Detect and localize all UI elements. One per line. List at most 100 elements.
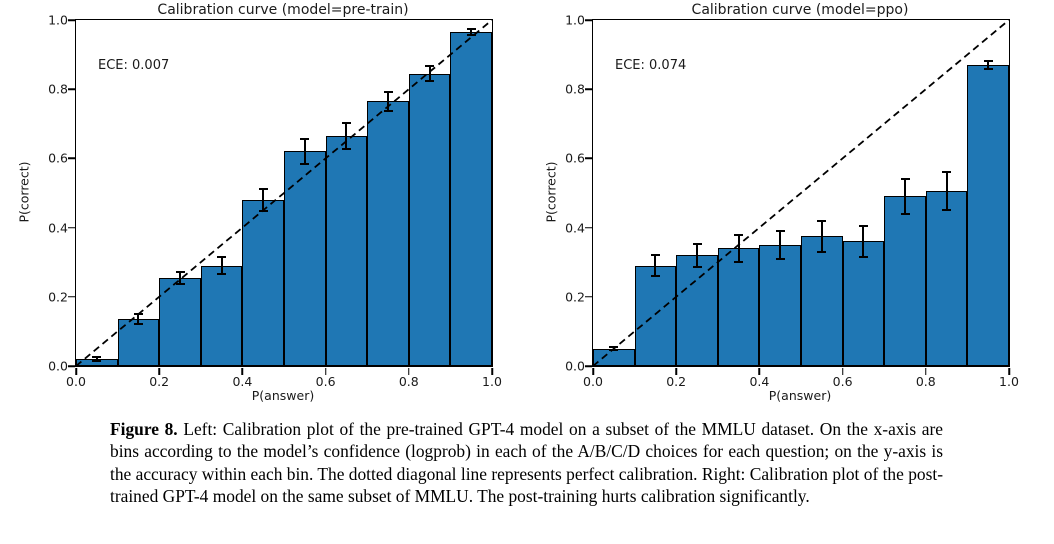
y-tick-label: 0.6 — [48, 150, 68, 166]
y-tick-mark — [584, 88, 592, 90]
caption-label: Figure 8. — [110, 419, 178, 439]
x-tick-mark — [758, 367, 761, 375]
x-tick-mark — [408, 367, 410, 375]
y-tick-mark — [67, 226, 75, 229]
caption-text: Left: Calibration plot of the pre-traine… — [110, 419, 943, 507]
histogram-bar — [117, 319, 160, 366]
x-tick-label: 0.0 — [66, 374, 86, 389]
error-bar-cap-top — [217, 256, 227, 259]
error-bar-cap-top — [942, 171, 952, 174]
plot-area: ECE: 0.074 0.0 0.2 0.4 0.6 0.8 1.0 0.0 0.2 0.4 0.… — [565, 13, 1019, 390]
x-tick-label: 0.4 — [749, 374, 770, 389]
x-axis-label: P(answer) — [768, 388, 832, 403]
y-tick-label: 0.6 — [565, 150, 585, 166]
y-tick-mark — [67, 365, 75, 367]
histogram-bar — [284, 151, 326, 366]
y-tick-mark — [67, 296, 75, 298]
error-bar-cap-bottom — [983, 68, 993, 71]
x-tick-mark — [925, 367, 927, 375]
error-bar-cap-bottom — [466, 33, 476, 36]
y-tick-mark — [584, 365, 592, 367]
error-bar-cap-top — [609, 346, 619, 349]
error-bar-cap-top — [692, 242, 702, 245]
error-bar — [696, 243, 698, 267]
error-bar — [262, 188, 265, 211]
error-bar-cap-bottom — [133, 323, 143, 326]
y-tick-mark — [67, 19, 75, 21]
error-bar-cap-bottom — [817, 250, 827, 253]
y-tick-label: 1.0 — [48, 12, 68, 28]
y-tick-mark — [67, 157, 75, 160]
chart-title: Calibration curve (model=pre-train) — [157, 2, 409, 18]
y-tick-label: 0.4 — [48, 220, 68, 236]
figure-caption: Figure 8. Left: Calibration plot of the … — [110, 418, 943, 508]
y-axis-label: P(correct) — [543, 161, 559, 223]
x-tick-label: 0.2 — [666, 374, 687, 389]
histogram-bar — [450, 32, 492, 366]
error-bar-cap-bottom — [300, 162, 310, 165]
error-bar-cap-top — [466, 28, 476, 31]
x-axis-label: P(answer) — [251, 388, 315, 403]
x-tick-label: 1.0 — [999, 374, 1019, 389]
y-tick-mark — [584, 226, 592, 229]
error-bar — [945, 172, 948, 211]
x-tick-label: 0.6 — [832, 374, 853, 389]
x-tick-label: 0.2 — [149, 374, 170, 389]
x-tick-mark — [75, 367, 77, 375]
x-tick-mark — [592, 367, 594, 375]
histogram-bar — [801, 236, 843, 366]
y-tick-label: 0.2 — [565, 289, 585, 305]
error-bar — [904, 179, 906, 214]
y-tick-label: 0.0 — [565, 358, 585, 374]
error-bar-cap-top — [383, 90, 393, 93]
error-bar-cap-bottom — [734, 260, 744, 263]
error-bar-cap-top — [650, 254, 660, 257]
y-axis-label: P(correct) — [16, 161, 32, 223]
chart-ppo: Calibration curve (model=ppo) P(correct)… — [527, 0, 1054, 412]
histogram-bar — [676, 255, 718, 366]
error-bar — [345, 123, 348, 149]
error-bar-cap-top — [775, 230, 785, 233]
error-bar — [862, 225, 865, 258]
y-tick-mark — [584, 157, 592, 160]
x-tick-mark — [491, 367, 493, 375]
x-tick-label: 0.8 — [915, 374, 936, 389]
error-bar-cap-bottom — [900, 212, 910, 215]
error-bar-cap-bottom — [609, 349, 619, 352]
error-bar-cap-top — [341, 122, 351, 125]
error-bar-cap-top — [425, 65, 435, 68]
error-bar-cap-top — [734, 234, 744, 237]
error-bar-cap-bottom — [942, 209, 952, 212]
x-tick-label: 0.8 — [398, 374, 419, 389]
histogram-bar — [925, 191, 968, 366]
x-tick-mark — [841, 367, 844, 375]
chart-title: Calibration curve (model=ppo) — [691, 2, 909, 18]
error-bar-cap-top — [175, 270, 185, 273]
y-tick-label: 0.4 — [565, 220, 585, 236]
error-bar-cap-top — [300, 138, 310, 141]
plot-area: ECE: 0.007 0.0 0.2 0.4 0.6 0.8 1.0 0.0 0.2 0.4 0.… — [48, 13, 502, 390]
x-tick-label: 1.0 — [482, 374, 502, 389]
error-bar — [387, 91, 389, 111]
error-bar-cap-top — [983, 59, 993, 62]
error-bar-cap-bottom — [258, 210, 268, 212]
histogram-bar — [159, 277, 201, 366]
error-bar-cap-bottom — [858, 256, 868, 259]
ece-annotation: ECE: 0.007 — [98, 58, 170, 73]
y-tick-mark — [584, 296, 592, 298]
error-bar-cap-top — [900, 178, 910, 181]
error-bar — [779, 231, 782, 259]
error-bar-cap-bottom — [175, 283, 185, 285]
histogram-bar — [634, 265, 677, 366]
x-tick-mark — [675, 367, 677, 375]
histogram-bar — [967, 64, 1009, 366]
histogram-bar — [759, 244, 801, 366]
error-bar — [654, 255, 657, 277]
error-bar-cap-bottom — [383, 110, 393, 112]
error-bar-cap-bottom — [92, 359, 102, 362]
error-bar-cap-top — [817, 219, 827, 222]
y-tick-label: 0.8 — [48, 81, 68, 97]
error-bar — [737, 235, 740, 262]
error-bar — [303, 139, 306, 164]
